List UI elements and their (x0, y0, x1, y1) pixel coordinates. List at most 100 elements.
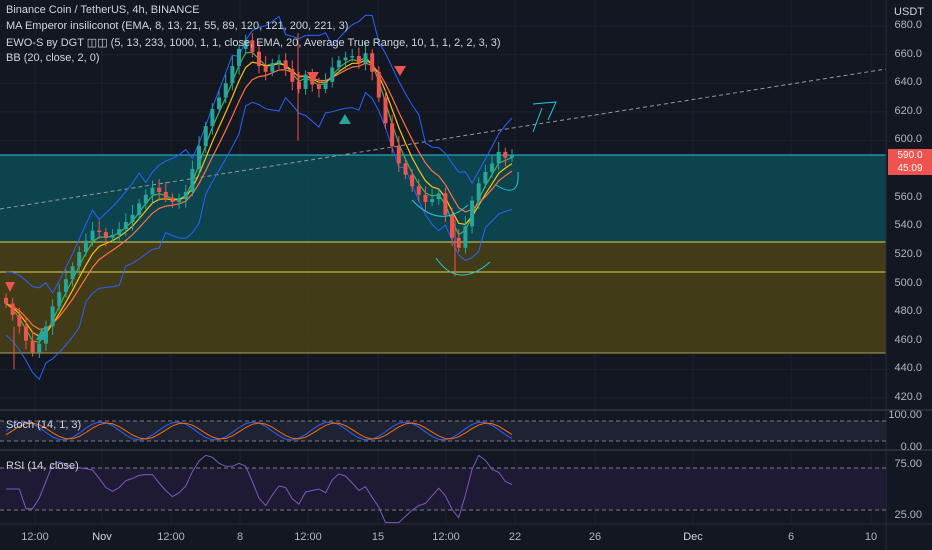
candle-body (410, 174, 415, 187)
indicator-legend-ma[interactable]: MA Emperor insiliconot (EMA, 8, 13, 21, … (6, 20, 349, 32)
price-tick: 520.0 (894, 247, 922, 260)
candle-body (443, 193, 448, 215)
time-tick: Nov (92, 531, 112, 543)
candle-body (163, 191, 168, 198)
price-tick: 540.0 (894, 219, 922, 232)
candle-body (197, 146, 202, 170)
candle-body (150, 187, 155, 195)
candle-body (190, 169, 195, 192)
time-tick: 6 (787, 531, 795, 543)
price-tick: 480.0 (894, 305, 922, 318)
candle-body (237, 48, 242, 67)
candle-body (290, 68, 295, 82)
drawing-arc[interactable] (411, 199, 469, 217)
chart-title[interactable]: Binance Coin / TetherUS, 4h, BINANCE (6, 4, 200, 16)
candle-body (230, 66, 235, 84)
candle-body (316, 84, 321, 89)
candle-body (390, 123, 395, 147)
candle-body (97, 230, 102, 233)
time-tick: 26 (588, 531, 602, 543)
stoch-label[interactable]: Stoch (14, 1, 3) (6, 419, 82, 431)
stoch-band (0, 421, 886, 441)
candle-body (430, 199, 435, 202)
price-tick: 440.0 (894, 362, 922, 375)
price-tick: 420.0 (894, 391, 922, 403)
candle-body (423, 194, 428, 202)
candle-body (276, 60, 281, 64)
price-tick: 600.0 (894, 133, 922, 146)
time-tick: 22 (508, 531, 522, 543)
candle-body (356, 56, 361, 64)
rsi-tick-25: 25.00 (894, 509, 922, 521)
price-tick: 660.0 (894, 47, 922, 60)
stoch-tick-0: 0.00 (900, 441, 922, 453)
price-tick: 620.0 (894, 104, 922, 117)
indicator-legend-ewo[interactable]: EWO-S вy DGT ◫◫ (5, 13, 233, 1000, 1, 1,… (6, 37, 501, 49)
candle-body (4, 297, 8, 304)
drawing-arc[interactable] (495, 171, 519, 191)
candle-body (463, 226, 468, 248)
candle-body (243, 40, 248, 49)
candle-body (37, 343, 42, 353)
candle-body (10, 303, 15, 316)
candle-body (376, 71, 381, 98)
candle-body (363, 53, 368, 64)
drawing-arrow-icon[interactable] (532, 101, 557, 133)
rsi-line (6, 454, 513, 524)
candle-body (330, 67, 335, 82)
candle-body (483, 171, 488, 184)
candle-body (223, 83, 228, 98)
time-tick: 15 (371, 531, 385, 543)
candle-body (257, 51, 261, 67)
candle-body (123, 222, 128, 230)
rsi-band (0, 468, 886, 510)
candle-body (336, 60, 341, 68)
candle-body (263, 66, 268, 72)
rsi-label[interactable]: RSI (14, close) (6, 460, 79, 472)
price-tick: 640.0 (894, 76, 922, 89)
price-tick: 460.0 (894, 333, 922, 346)
sell-signal-icon (5, 282, 15, 292)
candle-body (510, 154, 514, 158)
candle-body (450, 214, 455, 238)
candle-body (130, 214, 135, 223)
candle-body (77, 252, 82, 267)
price-tick: 500.0 (894, 276, 922, 289)
candle-body (270, 63, 275, 72)
candle-body (476, 183, 481, 201)
ema-slow-line (5, 62, 513, 330)
indicator-legend-bb[interactable]: BB (20, close, 2, 0) (6, 52, 100, 64)
candle-body (490, 163, 495, 172)
candle-body (296, 81, 301, 89)
buy-signal-icon (339, 114, 351, 124)
candle-body (110, 234, 115, 238)
drawing-arc[interactable] (435, 257, 491, 276)
countdown-tag: 45:09 (888, 162, 932, 175)
candle-body (43, 326, 48, 344)
last-price-tag: 590.0 (888, 149, 932, 162)
candle-body (170, 197, 175, 202)
buy-signal-icon (36, 328, 48, 340)
time-tick: 12:00 (21, 531, 49, 543)
candle-body (50, 306, 55, 327)
stoch-tick-100: 100.00 (888, 409, 922, 421)
candle-body (456, 237, 461, 248)
candle-body (17, 315, 22, 327)
candle-body (323, 81, 328, 89)
stoch-d-line (5, 422, 513, 440)
time-tick: 8 (236, 531, 244, 543)
time-tick: 12:00 (294, 531, 322, 543)
candle-body (416, 186, 421, 195)
candle-body (143, 194, 148, 204)
candle-body (396, 146, 401, 164)
trend-line[interactable] (0, 68, 887, 210)
candle-body (83, 240, 88, 253)
candle-body (403, 163, 408, 175)
candle-body (303, 74, 308, 89)
time-tick: 12:00 (432, 531, 460, 543)
candle-body (177, 199, 182, 202)
candle-body (436, 193, 441, 200)
candle-body (283, 60, 288, 69)
